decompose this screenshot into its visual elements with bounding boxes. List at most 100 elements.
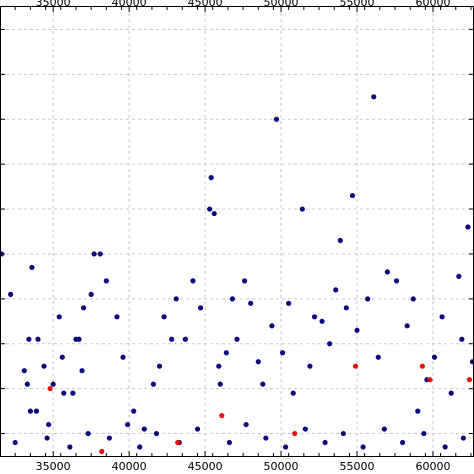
data-point (263, 435, 269, 441)
data-point (211, 210, 217, 217)
data-point (439, 314, 445, 320)
x-tick-label-bottom: 50000 (264, 460, 299, 473)
data-point (216, 363, 222, 369)
data-point (465, 224, 471, 230)
data-point (137, 444, 143, 450)
data-point (169, 336, 175, 342)
data-point (255, 359, 261, 365)
data-point (273, 116, 280, 122)
x-tick-label-bottom: 60000 (415, 460, 450, 473)
data-point (241, 278, 248, 284)
data-point (67, 444, 73, 450)
data-point (21, 368, 27, 374)
data-point (91, 251, 97, 257)
data-point (70, 390, 76, 396)
data-point (290, 390, 296, 396)
grid-layer (0, 7, 474, 456)
data-point (156, 363, 163, 369)
x-tick-label-top: 55000 (340, 0, 375, 9)
data-point (375, 354, 381, 360)
data-point (194, 426, 201, 432)
data-point (61, 390, 67, 396)
x-tick-label-top: 60000 (415, 0, 450, 9)
data-point (56, 314, 62, 320)
data-point (248, 300, 254, 306)
data-point (141, 426, 147, 432)
data-point (29, 264, 35, 271)
data-point (404, 323, 410, 329)
data-point (207, 206, 213, 212)
data-point (173, 296, 179, 302)
data-point (448, 390, 454, 396)
x-tick-label-top: 45000 (188, 0, 223, 9)
data-point (76, 336, 82, 342)
data-point (229, 296, 236, 302)
data-point (208, 175, 214, 181)
data-point (337, 237, 343, 244)
data-point (226, 439, 233, 446)
data-point (0, 251, 5, 257)
x-tick-label-bottom: 35000 (36, 460, 71, 473)
data-point (190, 278, 196, 284)
data-point (460, 435, 466, 441)
data-point (311, 314, 318, 320)
x-tick-label-top: 40000 (112, 0, 147, 9)
data-point (333, 287, 339, 293)
data-point (442, 444, 448, 450)
data-point (365, 296, 371, 302)
x-tick-label-bottom: 40000 (112, 460, 147, 473)
data-point (410, 296, 416, 302)
data-point (381, 426, 387, 432)
data-point (299, 206, 305, 212)
data-point (307, 363, 313, 369)
data-point (302, 426, 308, 432)
data-point (50, 381, 56, 387)
data-point (47, 386, 53, 392)
data-point (33, 408, 40, 414)
data-point (349, 192, 356, 199)
data-point (120, 354, 126, 360)
data-point (415, 408, 421, 414)
data-point (12, 439, 18, 446)
data-point (343, 305, 349, 311)
data-point (223, 350, 229, 356)
data-point (26, 336, 32, 342)
data-point (292, 430, 298, 437)
data-point (419, 363, 425, 369)
data-point (131, 408, 137, 414)
data-point (360, 444, 366, 450)
data-point (8, 291, 14, 297)
data-point (150, 381, 157, 387)
data-point (469, 359, 474, 365)
x-tick-label-top: 35000 (36, 0, 71, 9)
data-point (85, 430, 91, 437)
data-point (283, 444, 289, 450)
data-point (59, 354, 65, 360)
data-point (106, 435, 112, 441)
x-tick-label-top: 50000 (264, 0, 299, 9)
data-point (97, 251, 103, 257)
data-point (41, 363, 47, 369)
data-point (327, 341, 333, 347)
data-point (99, 448, 105, 455)
data-point (421, 430, 427, 437)
x-tick-label-bottom: 45000 (188, 460, 223, 473)
data-point (260, 381, 266, 387)
data-point (24, 381, 30, 387)
data-point (80, 305, 87, 311)
data-point (384, 269, 391, 275)
data-point (340, 430, 346, 437)
data-point (393, 278, 400, 284)
data-point (352, 363, 359, 369)
data-point (217, 381, 223, 387)
data-point (114, 314, 120, 320)
data-point (456, 273, 462, 279)
data-point (219, 412, 225, 419)
data-point (399, 439, 406, 446)
data-point (427, 377, 433, 383)
data-point (46, 421, 52, 428)
data-point (153, 430, 160, 437)
